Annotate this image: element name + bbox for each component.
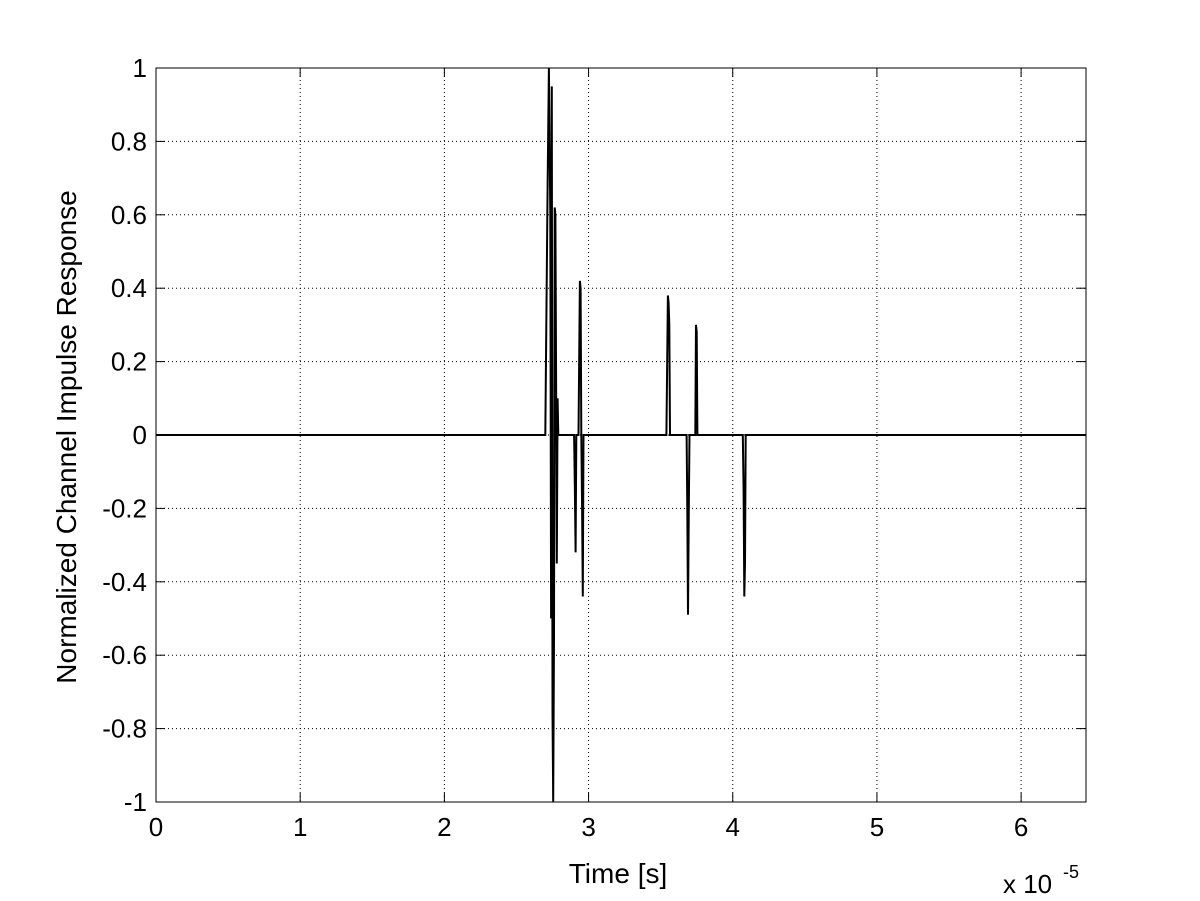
series-group [156, 67, 1086, 803]
y-tick-label: -0.2 [102, 493, 147, 523]
x-tick-label: 6 [1014, 812, 1028, 842]
x-tick-label: 3 [581, 812, 595, 842]
x-tick-label: 2 [437, 812, 451, 842]
y-tick-label: 0.2 [111, 347, 147, 377]
y-tick-label: 0.4 [111, 273, 147, 303]
y-tick-label: 0 [133, 420, 147, 450]
axis-ticks [155, 67, 1086, 803]
x-tick-label: 1 [293, 812, 307, 842]
x-tick-label: 5 [870, 812, 884, 842]
y-tick-label: -0.8 [102, 714, 147, 744]
x-axis-label: Time [s] [569, 858, 668, 889]
x-tick-labels: 0 1 2 3 4 5 6 [149, 812, 1029, 842]
y-axis-label: Normalized Channel Impulse Response [51, 190, 82, 683]
impulse-response-line [156, 67, 1086, 803]
y-tick-label: -0.4 [102, 567, 147, 597]
y-tick-labels: -1 -0.8 -0.6 -0.4 -0.2 0 0.2 0.4 0.6 0.8 1 [102, 53, 147, 817]
y-tick-label: -1 [124, 787, 147, 817]
y-tick-label: -0.6 [102, 640, 147, 670]
y-tick-label: 0.6 [111, 200, 147, 230]
y-tick-label: 0.8 [111, 126, 147, 156]
x-scale-exponent: -5 [1063, 862, 1079, 882]
y-tick-label: 1 [133, 53, 147, 83]
plot-frame [155, 67, 1087, 803]
x-scale-multiplier: x 10 [1003, 869, 1052, 899]
x-tick-label: 4 [726, 812, 740, 842]
x-tick-label: 0 [149, 812, 163, 842]
